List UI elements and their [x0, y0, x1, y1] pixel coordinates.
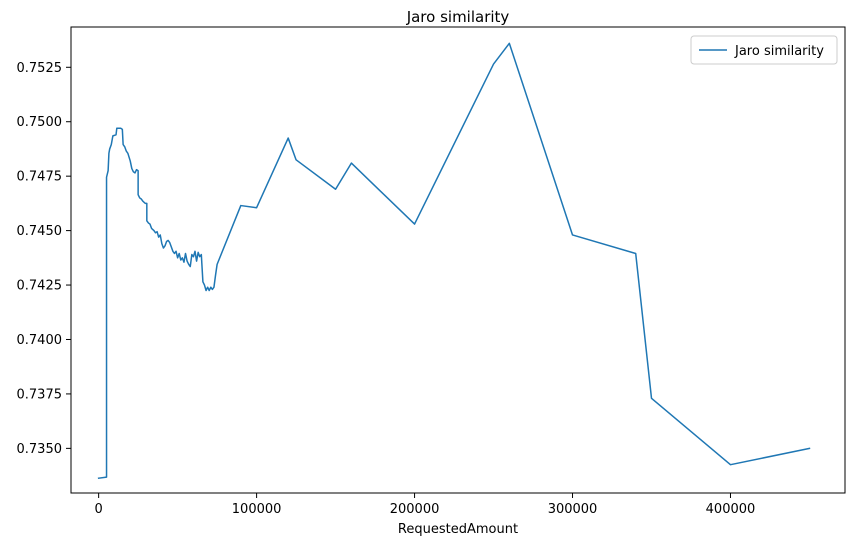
x-tick-label: 100000 [232, 502, 282, 517]
legend-box [690, 35, 838, 65]
x-axis: 0 100000 200000 300000 400000 [95, 493, 756, 517]
y-tick-label: 0.7350 [17, 442, 63, 457]
plot-area [70, 26, 846, 494]
y-tick-label: 0.7500 [17, 115, 63, 130]
x-tick-label: 0 [95, 502, 103, 517]
y-tick-label: 0.7400 [17, 333, 63, 348]
y-tick-label: 0.7450 [17, 224, 63, 239]
y-tick-label: 0.7475 [17, 170, 63, 185]
y-tick-label: 0.7525 [17, 61, 63, 76]
legend: Jaro similarity [690, 35, 838, 65]
y-tick-label: 0.7425 [17, 279, 63, 294]
series-layer [97, 42, 811, 480]
x-tick-label: 300000 [548, 502, 598, 517]
x-tick-label: 200000 [390, 502, 440, 517]
y-axis: 0.7350 0.7375 0.7400 0.7425 0.7450 0.7475 0.75… [17, 61, 71, 457]
legend-label: Jaro similarity [734, 44, 824, 59]
series-line-0 [97, 42, 811, 480]
x-axis-label: RequestedAmount [398, 522, 518, 537]
x-tick-label: 400000 [706, 502, 756, 517]
y-tick-label: 0.7375 [17, 387, 63, 402]
chart-title: Jaro similarity [406, 8, 510, 26]
